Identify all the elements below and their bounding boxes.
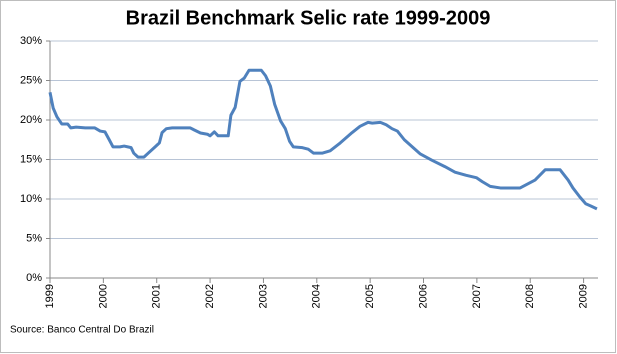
x-tick-label: 2003 [257, 284, 269, 308]
y-tick-label: 15% [20, 153, 42, 165]
x-tick-label: 2004 [311, 284, 323, 308]
chart-title: Brazil Benchmark Selic rate 1999-2009 [126, 7, 491, 29]
y-tick-label: 0% [26, 272, 42, 284]
source-note: Source: Banco Central Do Brazil [10, 325, 154, 336]
x-tick-label: 2007 [471, 284, 483, 308]
y-tick-label: 25% [20, 74, 42, 86]
y-tick-label: 5% [26, 232, 42, 244]
x-tick-label: 2006 [417, 284, 429, 308]
x-tick-label: 2001 [151, 284, 163, 308]
y-tick-label: 10% [20, 193, 42, 205]
x-tick-label: 2005 [364, 284, 376, 308]
x-tick-label: 2002 [204, 284, 216, 308]
x-tick-label: 2000 [97, 284, 109, 308]
y-tick-label: 20% [20, 114, 42, 126]
y-tick-label: 30% [20, 35, 42, 47]
data-line [48, 68, 598, 211]
x-tick-label: 1999 [44, 284, 56, 308]
x-tick-label: 2008 [524, 284, 536, 308]
x-tick-label: 2009 [577, 284, 589, 308]
